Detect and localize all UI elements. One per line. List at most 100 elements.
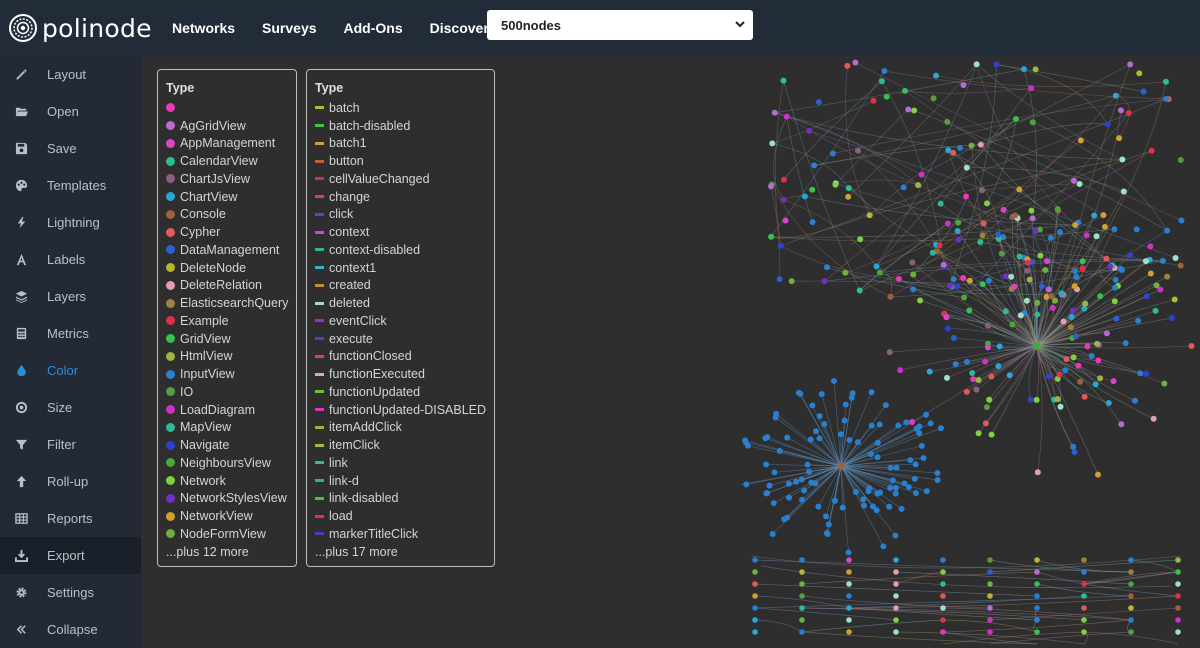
nav-surveys[interactable]: Surveys: [262, 20, 317, 36]
graph-node[interactable]: [1137, 370, 1144, 377]
graph-node[interactable]: [1034, 299, 1041, 306]
graph-node[interactable]: [846, 605, 852, 611]
graph-node[interactable]: [852, 59, 859, 66]
graph-node[interactable]: [918, 171, 925, 178]
graph-node[interactable]: [1175, 617, 1181, 623]
sidebar-item-roll-up[interactable]: Roll-up: [0, 463, 141, 500]
graph-node[interactable]: [1077, 137, 1084, 144]
graph-node[interactable]: [1147, 243, 1154, 250]
graph-node[interactable]: [1034, 593, 1040, 599]
graph-node[interactable]: [912, 461, 919, 468]
graph-node[interactable]: [966, 307, 973, 314]
graph-node[interactable]: [809, 402, 816, 409]
graph-node[interactable]: [995, 231, 1002, 238]
legend-item[interactable]: DataManagement: [166, 241, 288, 259]
graph-node[interactable]: [764, 434, 771, 441]
graph-node[interactable]: [1081, 569, 1087, 575]
graph-node[interactable]: [1081, 629, 1087, 635]
graph-node[interactable]: [845, 549, 852, 556]
graph-node[interactable]: [1034, 581, 1040, 587]
graph-node[interactable]: [1188, 343, 1195, 350]
legend-item[interactable]: itemAddClick: [315, 419, 486, 437]
graph-node[interactable]: [772, 414, 779, 421]
graph-node[interactable]: [1028, 207, 1035, 214]
graph-node[interactable]: [829, 150, 836, 157]
graph-node[interactable]: [892, 490, 899, 497]
graph-node[interactable]: [1023, 297, 1030, 304]
graph-node[interactable]: [1125, 110, 1132, 117]
graph-node[interactable]: [936, 242, 943, 249]
graph-node[interactable]: [832, 181, 839, 188]
graph-node[interactable]: [857, 236, 864, 243]
graph-node[interactable]: [801, 193, 808, 200]
graph-node[interactable]: [1029, 215, 1036, 222]
graph-node[interactable]: [1112, 276, 1119, 283]
legend-item[interactable]: IO: [166, 383, 288, 401]
graph-node[interactable]: [846, 593, 852, 599]
graph-node[interactable]: [1024, 267, 1031, 274]
graph-node[interactable]: [1143, 293, 1150, 300]
graph-node[interactable]: [934, 470, 941, 477]
graph-node[interactable]: [1082, 300, 1089, 307]
graph-node[interactable]: [944, 325, 951, 332]
graph-node[interactable]: [897, 367, 904, 374]
graph-node[interactable]: [846, 437, 853, 444]
graph-node[interactable]: [788, 278, 795, 285]
graph-node[interactable]: [771, 469, 778, 476]
legend-item[interactable]: Cypher: [166, 223, 288, 241]
legend-item[interactable]: batch-disabled: [315, 117, 486, 135]
graph-node[interactable]: [1133, 226, 1140, 233]
graph-node[interactable]: [1095, 357, 1102, 364]
graph-node[interactable]: [911, 107, 918, 114]
graph-node[interactable]: [793, 478, 800, 485]
graph-node[interactable]: [874, 454, 881, 461]
graph-node[interactable]: [887, 464, 894, 471]
graph-node[interactable]: [960, 275, 967, 282]
graph-node[interactable]: [763, 461, 770, 468]
graph-node[interactable]: [806, 468, 813, 475]
graph-node[interactable]: [929, 249, 936, 256]
graph-node[interactable]: [1175, 581, 1181, 587]
graph-node[interactable]: [963, 193, 970, 200]
graph-node[interactable]: [1070, 177, 1077, 184]
graph-node[interactable]: [804, 461, 811, 468]
graph-node[interactable]: [995, 363, 1002, 370]
graph-node[interactable]: [970, 376, 977, 383]
graph-node[interactable]: [1083, 232, 1090, 239]
graph-node[interactable]: [1128, 569, 1134, 575]
graph-node[interactable]: [1110, 378, 1117, 385]
graph-node[interactable]: [1097, 293, 1104, 300]
graph-node[interactable]: [854, 147, 861, 154]
graph-node[interactable]: [1103, 255, 1110, 262]
graph-node[interactable]: [1026, 276, 1033, 283]
graph-node[interactable]: [1058, 290, 1065, 297]
graph-node[interactable]: [1164, 273, 1171, 280]
graph-node[interactable]: [874, 439, 881, 446]
legend-item[interactable]: functionExecuted: [315, 365, 486, 383]
graph-node[interactable]: [988, 373, 995, 380]
legend-item[interactable]: Console: [166, 206, 288, 224]
legend-item[interactable]: click: [315, 206, 486, 224]
graph-node[interactable]: [1142, 258, 1149, 265]
graph-node[interactable]: [1127, 252, 1134, 259]
graph-node[interactable]: [1043, 294, 1050, 301]
graph-node[interactable]: [946, 282, 953, 289]
graph-node[interactable]: [1008, 273, 1015, 280]
graph-node[interactable]: [795, 389, 802, 396]
graph-node[interactable]: [769, 530, 776, 537]
graph-node[interactable]: [1168, 314, 1175, 321]
graph-node[interactable]: [816, 435, 823, 442]
legend-item[interactable]: NetworkStylesView: [166, 490, 288, 508]
graph-node[interactable]: [910, 286, 917, 293]
graph-node[interactable]: [842, 269, 849, 276]
graph-node[interactable]: [1127, 61, 1134, 68]
graph-node[interactable]: [1135, 317, 1142, 324]
graph-node[interactable]: [861, 502, 868, 509]
graph-node[interactable]: [846, 557, 852, 563]
graph-node[interactable]: [1094, 340, 1101, 347]
graph-node[interactable]: [839, 504, 846, 511]
legend-item[interactable]: NetworkView: [166, 507, 288, 525]
graph-node[interactable]: [1062, 367, 1069, 374]
legend-item[interactable]: AgGridView: [166, 117, 288, 135]
graph-node[interactable]: [868, 422, 875, 429]
